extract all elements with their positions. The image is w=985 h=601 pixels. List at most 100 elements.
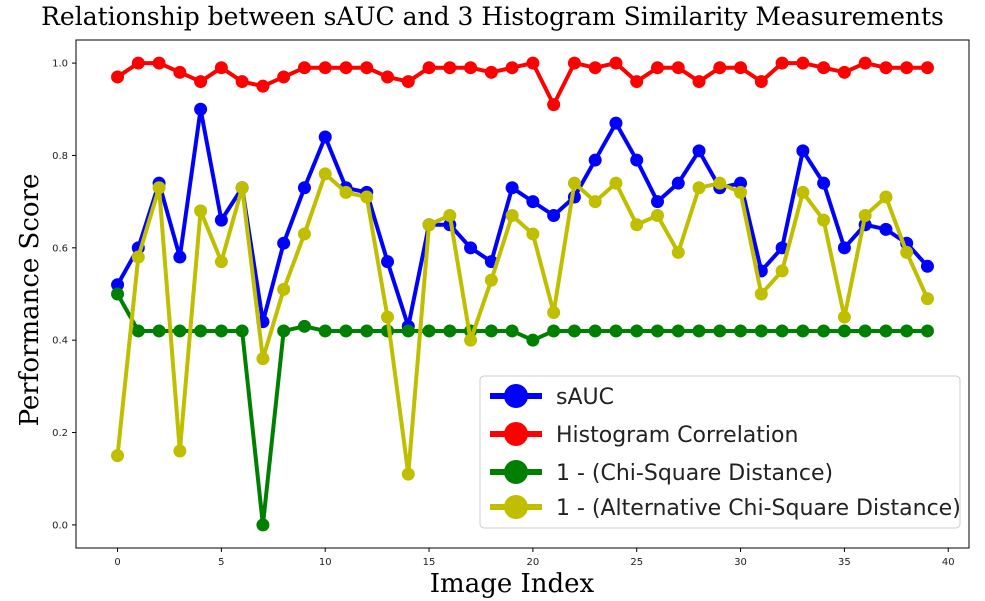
data-point: [131, 324, 145, 338]
legend-label: 1 - (Alternative Chi-Square Distance): [556, 496, 961, 521]
legend-marker: [504, 422, 528, 446]
data-point: [505, 208, 519, 222]
data-point: [339, 185, 353, 199]
data-point: [588, 61, 602, 75]
data-point: [796, 144, 810, 158]
data-point: [111, 449, 125, 463]
data-point: [214, 324, 228, 338]
legend-label: sAUC: [556, 385, 614, 410]
data-point: [900, 61, 914, 75]
data-point: [505, 181, 519, 195]
series-3: [111, 167, 934, 481]
data-point: [817, 61, 831, 75]
data-point: [671, 61, 685, 75]
data-point: [464, 241, 478, 255]
data-point: [567, 324, 581, 338]
data-point: [318, 61, 332, 75]
x-tick-label: 15: [423, 557, 436, 568]
data-point: [194, 75, 208, 89]
data-point: [443, 61, 457, 75]
data-point: [671, 176, 685, 190]
data-point: [526, 56, 540, 70]
data-point: [775, 264, 789, 278]
data-point: [650, 324, 664, 338]
data-point: [754, 287, 768, 301]
y-axis-label: Performance Score: [15, 174, 45, 427]
data-point: [650, 195, 664, 209]
data-point: [131, 56, 145, 70]
data-point: [111, 278, 125, 292]
data-point: [339, 324, 353, 338]
data-point: [567, 56, 581, 70]
series-1: [111, 56, 934, 112]
data-point: [588, 195, 602, 209]
data-point: [630, 324, 644, 338]
data-point: [277, 282, 291, 296]
chart-title: Relationship between sAUC and 3 Histogra…: [41, 2, 944, 31]
data-point: [775, 324, 789, 338]
data-point: [277, 324, 291, 338]
data-point: [131, 250, 145, 264]
data-point: [775, 56, 789, 70]
data-point: [360, 324, 374, 338]
data-point: [817, 176, 831, 190]
data-point: [650, 208, 664, 222]
data-point: [630, 75, 644, 89]
data-point: [692, 181, 706, 195]
data-point: [173, 444, 187, 458]
data-point: [318, 324, 332, 338]
data-point: [879, 324, 893, 338]
data-point: [318, 130, 332, 144]
data-point: [111, 70, 125, 84]
data-point: [173, 65, 187, 79]
data-point: [547, 98, 561, 112]
data-point: [381, 70, 395, 84]
data-point: [713, 176, 727, 190]
data-point: [194, 324, 208, 338]
y-tick-label: 1.0: [52, 59, 68, 70]
data-point: [297, 227, 311, 241]
data-point: [920, 61, 934, 75]
data-point: [713, 61, 727, 75]
data-point: [381, 255, 395, 269]
y-tick-label: 0.8: [52, 151, 68, 162]
x-tick-label: 20: [527, 557, 540, 568]
data-point: [734, 324, 748, 338]
x-tick-label: 40: [942, 557, 955, 568]
data-point: [837, 65, 851, 79]
data-point: [484, 65, 498, 79]
x-tick-label: 25: [630, 557, 643, 568]
x-tick-label: 5: [218, 557, 224, 568]
data-point: [256, 79, 270, 93]
data-point: [256, 352, 270, 366]
data-point: [879, 190, 893, 204]
data-point: [505, 61, 519, 75]
data-point: [817, 213, 831, 227]
data-point: [567, 176, 581, 190]
data-point: [401, 467, 415, 481]
data-point: [920, 259, 934, 273]
data-point: [214, 213, 228, 227]
data-point: [609, 324, 623, 338]
data-point: [900, 324, 914, 338]
data-point: [630, 153, 644, 167]
x-axis: 0 5 10 15 20 25 30 35 40: [114, 548, 955, 568]
data-point: [464, 61, 478, 75]
plot-area-frame: [75, 39, 970, 549]
data-point: [381, 310, 395, 324]
series-layer: [111, 56, 934, 532]
data-point: [360, 61, 374, 75]
data-point: [464, 333, 478, 347]
series-line: [115, 293, 928, 527]
data-point: [734, 61, 748, 75]
data-point: [297, 319, 311, 333]
data-point: [692, 324, 706, 338]
legend-item: sAUC: [490, 384, 614, 410]
data-point: [879, 61, 893, 75]
data-point: [858, 56, 872, 70]
data-point: [879, 222, 893, 236]
data-point: [214, 255, 228, 269]
data-point: [817, 324, 831, 338]
data-point: [547, 305, 561, 319]
data-point: [650, 61, 664, 75]
